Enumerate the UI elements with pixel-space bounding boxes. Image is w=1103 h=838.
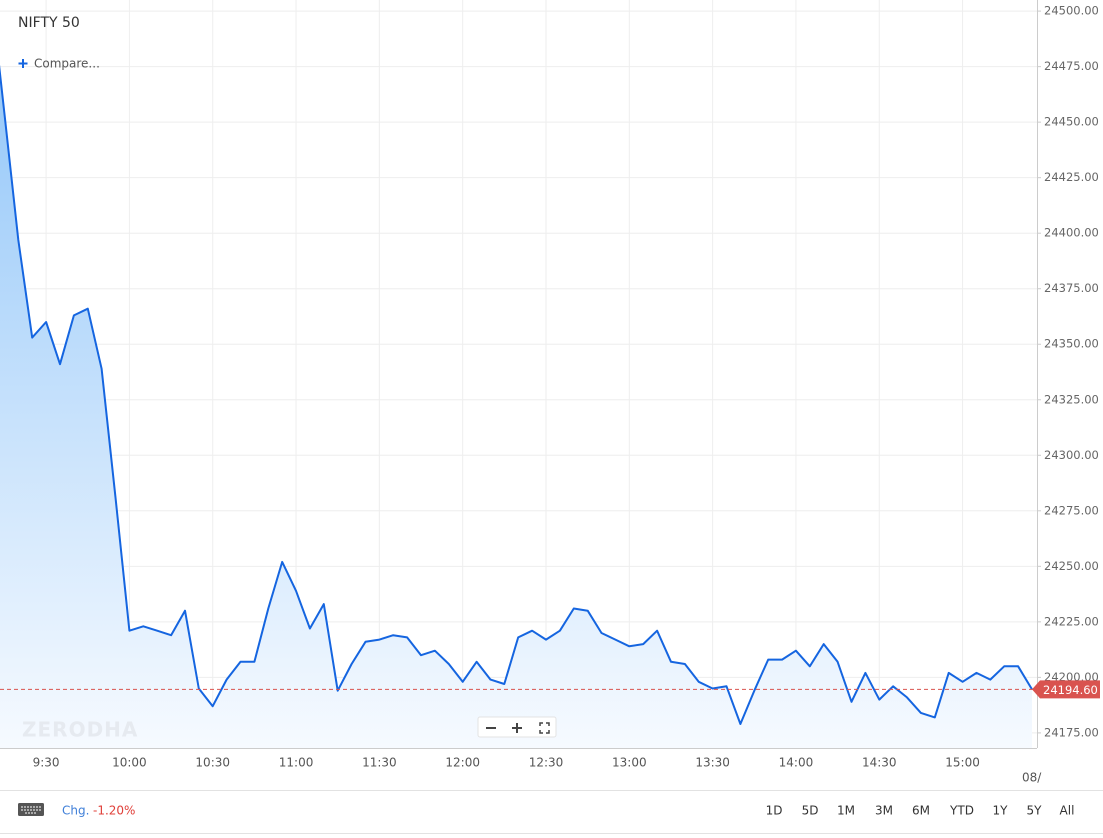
chart-title: NIFTY 50 (18, 15, 80, 31)
range-button[interactable]: 3M (875, 804, 893, 818)
x-tick-label: 14:30 (862, 756, 897, 770)
y-tick-label: 24275.00 (1044, 503, 1099, 517)
watermark: ZERODHA (22, 718, 138, 742)
y-tick-label: 24400.00 (1044, 226, 1099, 240)
compare-label[interactable]: Compare... (34, 57, 100, 71)
y-tick-label: 24375.00 (1044, 281, 1099, 295)
x-tick-label: 13:00 (612, 756, 647, 770)
y-tick-label: 24225.00 (1044, 614, 1099, 628)
x-tick-label: 11:00 (279, 756, 314, 770)
change-label: Chg. (62, 804, 89, 818)
keyboard-icon[interactable] (18, 803, 44, 816)
range-button[interactable]: 5Y (1027, 804, 1043, 818)
y-tick-label: 24475.00 (1044, 59, 1099, 73)
range-button[interactable]: 6M (912, 804, 930, 818)
x-tick-label: 14:00 (779, 756, 814, 770)
range-selector: 1D 5D 1M 3M 6M YTD 1Y 5Y All (766, 804, 1075, 818)
y-tick-label: 24250.00 (1044, 559, 1099, 573)
y-tick-label: 24450.00 (1044, 115, 1099, 129)
y-tick-label: 24300.00 (1044, 448, 1099, 462)
range-button[interactable]: 1M (837, 804, 855, 818)
fullscreen[interactable] (539, 722, 550, 734)
zoom-controls (477, 716, 557, 738)
x-tick-label: 11:30 (362, 756, 397, 770)
plus-icon (18, 59, 28, 68)
x-edge-label: 08/ (1022, 771, 1042, 785)
y-tick-label: 24175.00 (1044, 725, 1099, 739)
x-tick-label: 12:00 (445, 756, 480, 770)
keys (21, 806, 41, 814)
x-tick-label: 10:30 (195, 756, 230, 770)
x-tick-label: 9:30 (33, 756, 60, 770)
plot (0, 64, 1033, 748)
y-tick-label: 24350.00 (1044, 337, 1099, 351)
line (0, 64, 1033, 725)
area (0, 73, 1032, 748)
range-button[interactable]: All (1060, 804, 1075, 818)
range-button[interactable]: 5D (802, 804, 819, 818)
range-button[interactable]: 1D (766, 804, 783, 818)
y-tick-label: 24325.00 (1044, 392, 1099, 406)
last-price-tag (1032, 680, 1100, 699)
zoom-in[interactable] (512, 723, 522, 733)
x-tick-label: 15:00 (945, 756, 980, 770)
compare-button[interactable]: Compare... (18, 57, 100, 71)
range-button[interactable]: 1Y (993, 804, 1009, 818)
y-tick-label: 24500.00 (1044, 4, 1099, 18)
change-value: -1.20% (93, 804, 135, 818)
y-tick-label: 24425.00 (1044, 170, 1099, 184)
range-button[interactable]: YTD (949, 804, 974, 818)
x-tick-label: 13:30 (695, 756, 730, 770)
x-tick-label: 10:00 (112, 756, 147, 770)
last-price-label: 24194.60 (1043, 683, 1098, 697)
x-tick-label: 12:30 (529, 756, 564, 770)
